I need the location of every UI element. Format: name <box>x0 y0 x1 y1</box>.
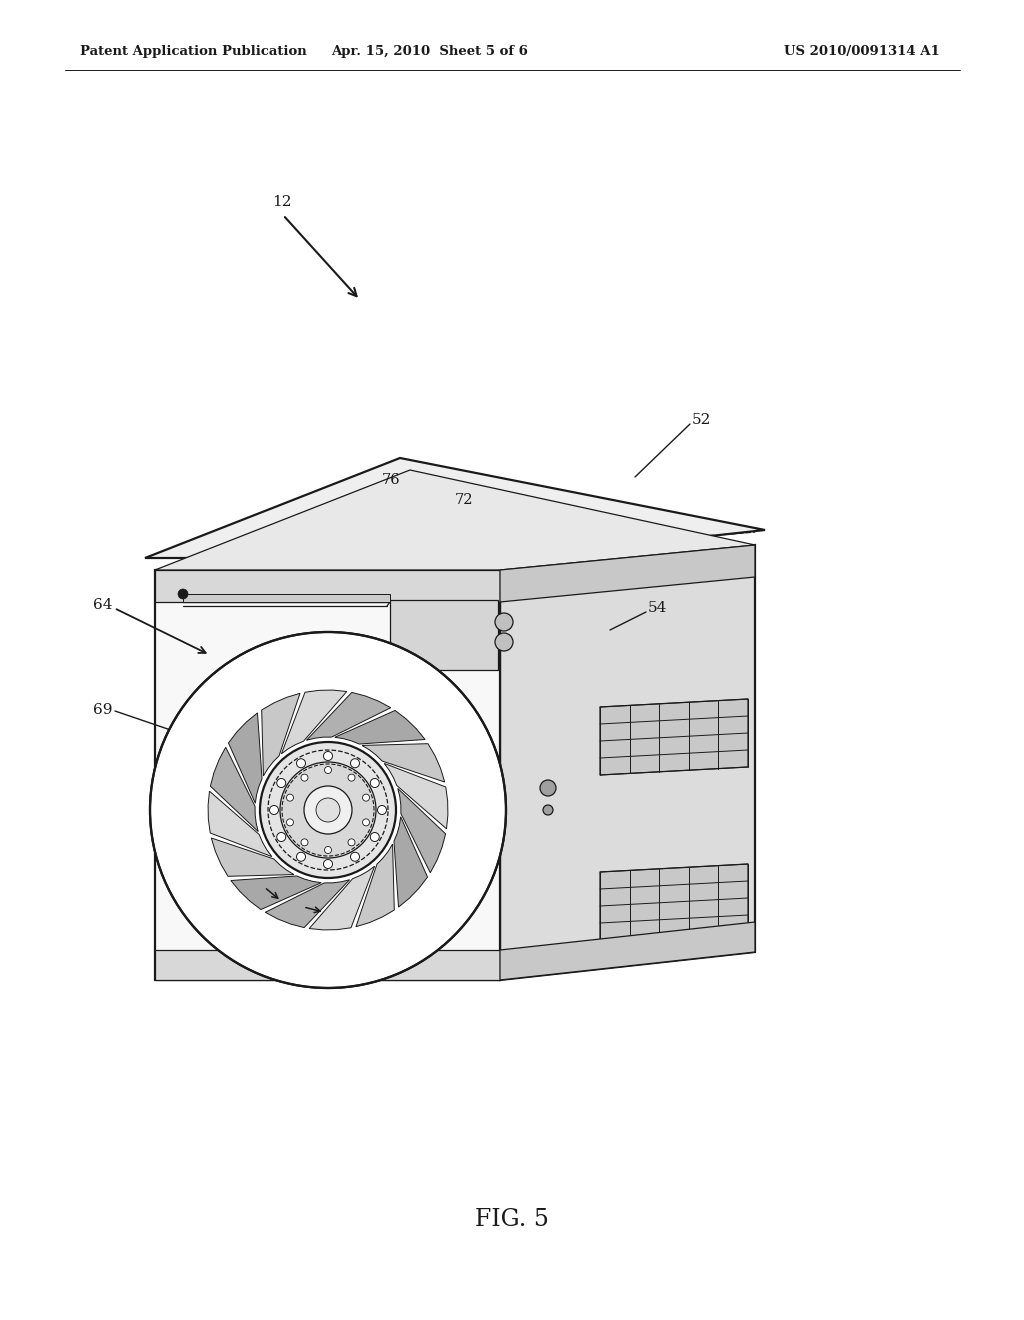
Text: 69: 69 <box>93 704 113 717</box>
Polygon shape <box>384 763 447 829</box>
Polygon shape <box>309 866 375 929</box>
Circle shape <box>540 780 556 796</box>
Text: 52: 52 <box>692 413 712 426</box>
Text: Patent Application Publication: Patent Application Publication <box>80 45 307 58</box>
Text: 68: 68 <box>183 878 203 892</box>
Circle shape <box>287 795 294 801</box>
Text: 54: 54 <box>648 601 668 615</box>
Circle shape <box>495 612 513 631</box>
Circle shape <box>297 853 305 861</box>
Polygon shape <box>155 950 500 979</box>
Circle shape <box>325 846 332 854</box>
Polygon shape <box>211 838 294 876</box>
Polygon shape <box>208 791 271 857</box>
Circle shape <box>362 818 370 826</box>
Polygon shape <box>500 545 755 602</box>
Circle shape <box>378 805 386 814</box>
Circle shape <box>297 759 305 768</box>
Circle shape <box>325 767 332 774</box>
Text: 12: 12 <box>272 195 292 209</box>
Polygon shape <box>335 710 425 744</box>
Circle shape <box>362 795 370 801</box>
Polygon shape <box>397 788 445 873</box>
Circle shape <box>276 779 286 788</box>
Polygon shape <box>600 700 748 775</box>
Polygon shape <box>183 594 390 602</box>
Circle shape <box>280 762 376 858</box>
Polygon shape <box>394 817 428 907</box>
Circle shape <box>150 632 506 987</box>
Circle shape <box>543 805 553 814</box>
Polygon shape <box>265 879 349 928</box>
Polygon shape <box>145 458 765 558</box>
Circle shape <box>348 774 355 781</box>
Polygon shape <box>155 470 755 570</box>
Polygon shape <box>282 690 347 754</box>
Text: 64: 64 <box>93 598 113 612</box>
Circle shape <box>316 799 340 822</box>
Polygon shape <box>210 747 258 832</box>
Polygon shape <box>262 693 300 776</box>
Circle shape <box>495 634 513 651</box>
Text: Apr. 15, 2010  Sheet 5 of 6: Apr. 15, 2010 Sheet 5 of 6 <box>332 45 528 58</box>
Circle shape <box>301 840 308 846</box>
Circle shape <box>350 853 359 861</box>
Polygon shape <box>228 713 262 804</box>
Polygon shape <box>500 921 755 979</box>
Circle shape <box>269 805 279 814</box>
Circle shape <box>324 859 333 869</box>
Circle shape <box>276 833 286 842</box>
Circle shape <box>371 833 379 842</box>
Polygon shape <box>356 843 394 927</box>
Text: 72: 72 <box>455 492 473 507</box>
Text: 76: 76 <box>382 473 400 487</box>
Circle shape <box>304 785 352 834</box>
Polygon shape <box>230 876 322 909</box>
Circle shape <box>178 589 188 599</box>
Text: US 2010/0091314 A1: US 2010/0091314 A1 <box>784 45 940 58</box>
Polygon shape <box>155 570 500 979</box>
Circle shape <box>260 742 396 878</box>
Circle shape <box>287 818 294 826</box>
Polygon shape <box>362 743 444 781</box>
Polygon shape <box>306 693 391 741</box>
Circle shape <box>350 759 359 768</box>
Polygon shape <box>500 545 755 979</box>
Polygon shape <box>600 865 748 940</box>
Text: 94: 94 <box>348 957 368 972</box>
Circle shape <box>371 779 379 788</box>
Polygon shape <box>155 570 500 602</box>
Circle shape <box>348 840 355 846</box>
Circle shape <box>324 751 333 760</box>
Text: FIG. 5: FIG. 5 <box>475 1209 549 1232</box>
Circle shape <box>301 774 308 781</box>
Polygon shape <box>390 601 498 671</box>
